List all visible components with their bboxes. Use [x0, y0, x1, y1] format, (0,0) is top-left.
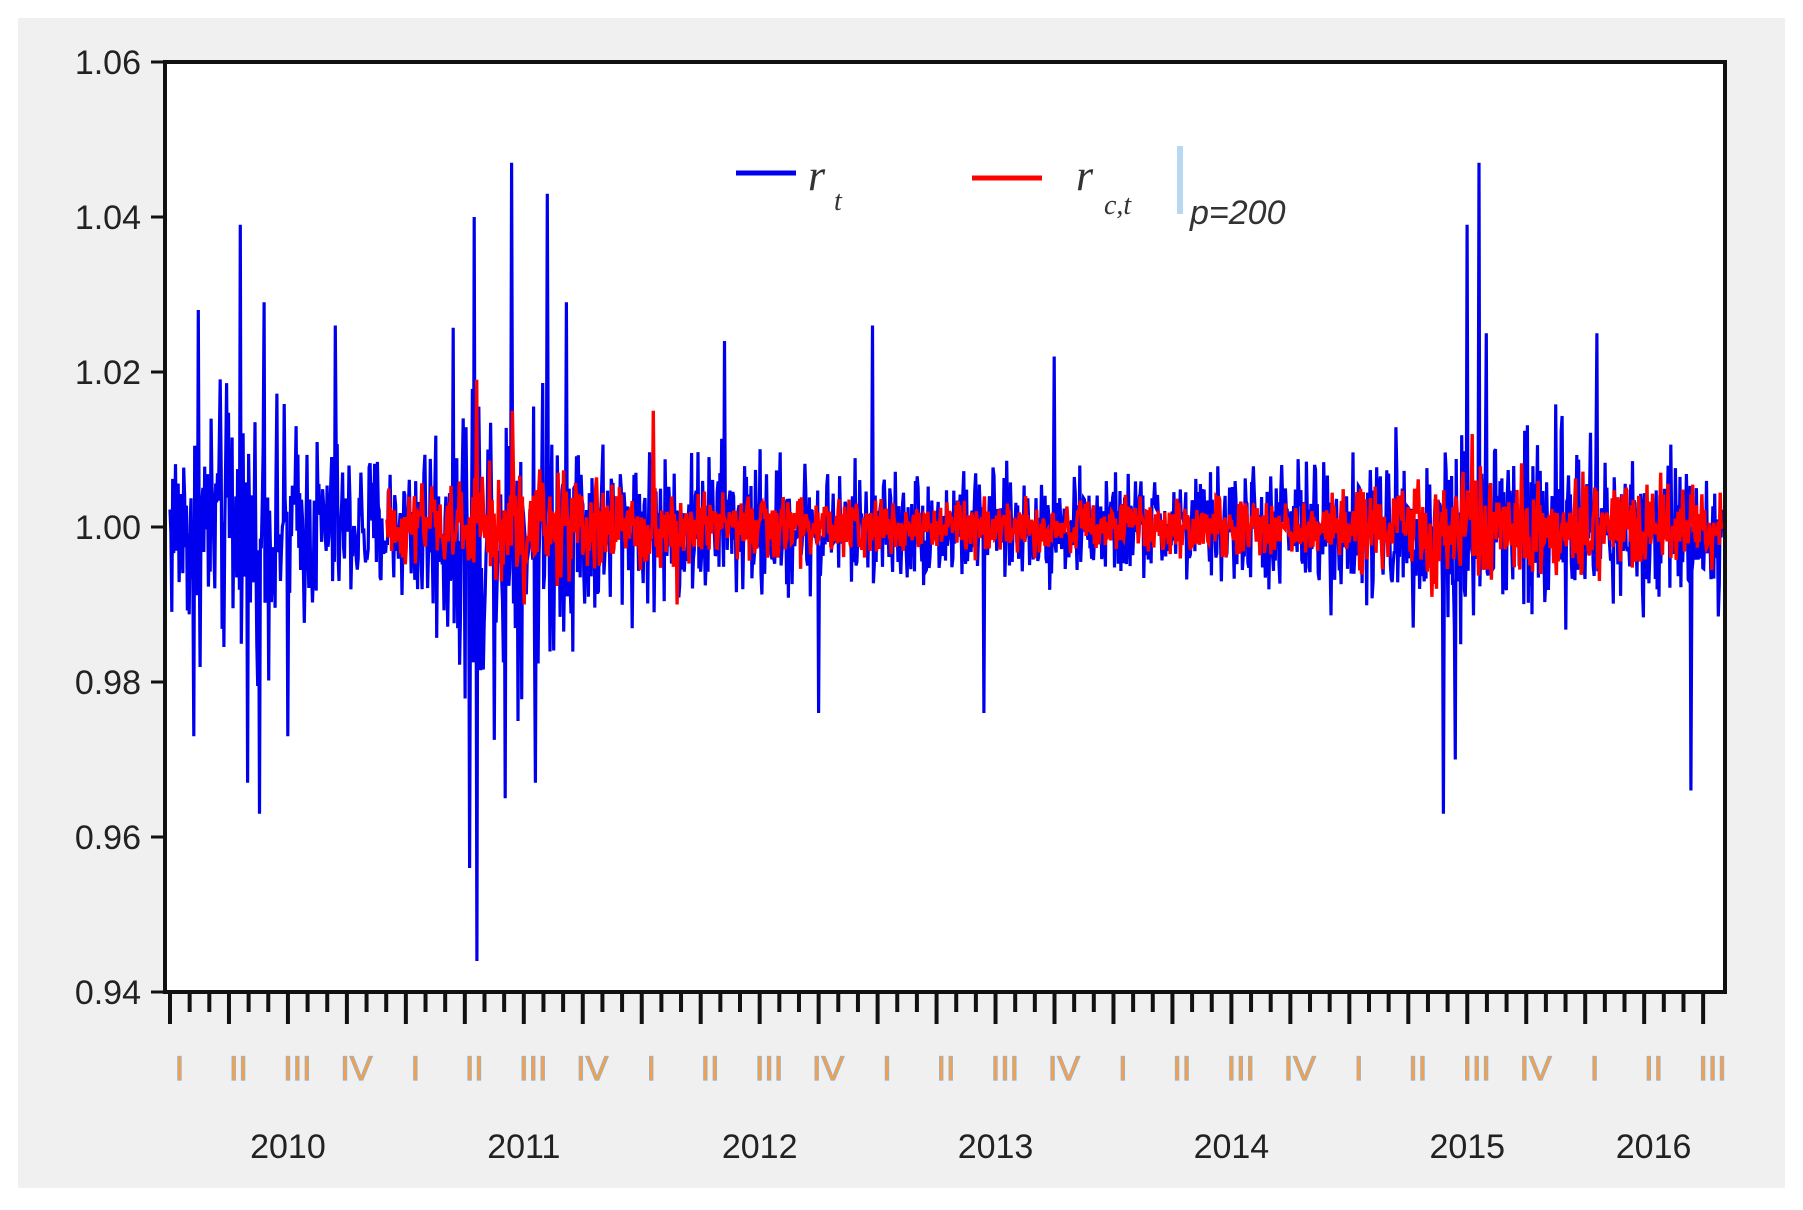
x-quarter-label: II	[1172, 1050, 1191, 1088]
legend-sub-ct: c,t	[1104, 190, 1132, 221]
legend-label-r-t: r	[808, 151, 826, 200]
x-quarter-label: IV	[1520, 1050, 1552, 1088]
x-year-label: 2014	[1194, 1128, 1270, 1166]
x-quarter-label: I	[1354, 1050, 1363, 1088]
legend-label-r-ct: r	[1076, 151, 1094, 200]
x-quarter-label: II	[465, 1050, 484, 1088]
x-quarter-label: I	[882, 1050, 891, 1088]
x-quarter-label: II	[1408, 1050, 1427, 1088]
x-quarter-label: IV	[1284, 1050, 1316, 1088]
y-tick-label: 1.00	[75, 509, 141, 547]
x-quarter-label: III	[1463, 1050, 1491, 1088]
x-quarter-label: II	[229, 1050, 248, 1088]
y-tick-label: 0.94	[75, 974, 141, 1012]
x-year-label: 2010	[250, 1128, 326, 1166]
x-quarter-label: III	[283, 1050, 311, 1088]
x-quarter-label: III	[755, 1050, 783, 1088]
series-layer	[168, 162, 1724, 962]
y-tick-label: 1.06	[75, 44, 141, 82]
x-quarter-label: I	[1118, 1050, 1127, 1088]
x-quarter-label: III	[1698, 1050, 1726, 1088]
x-quarter-label: II	[937, 1050, 956, 1088]
y-tick-label: 1.04	[75, 199, 141, 237]
x-year-label: 2011	[487, 1128, 560, 1166]
x-year-label: 2016	[1616, 1128, 1692, 1166]
x-quarter-label: III	[991, 1050, 1019, 1088]
x-quarter-label: IV	[1048, 1050, 1080, 1088]
x-quarter-label: III	[1227, 1050, 1255, 1088]
x-quarter-label: I	[646, 1050, 655, 1088]
x-quarter-label: IV	[812, 1050, 844, 1088]
x-quarter-label: II	[701, 1050, 720, 1088]
x-year-label: 2012	[722, 1128, 798, 1166]
y-axis: 0.94 0.96 0.98 1.00 1.02 1.04 1.06	[75, 44, 165, 1012]
x-quarter-label: II	[1644, 1050, 1663, 1088]
legend-sub-t: t	[834, 186, 843, 217]
y-tick-label: 1.02	[75, 354, 141, 392]
x-quarter-label: I	[175, 1050, 184, 1088]
x-year-label: 2013	[958, 1128, 1034, 1166]
x-year-label: 2015	[1429, 1128, 1505, 1166]
x-quarter-label: III	[519, 1050, 547, 1088]
x-quarter-label: I	[411, 1050, 420, 1088]
x-quarter-label: I	[1590, 1050, 1599, 1088]
legend-condition: p=200	[1189, 194, 1286, 232]
y-tick-label: 0.96	[75, 819, 141, 857]
series-line-r_ct	[385, 379, 1724, 605]
x-axis: I II III IV I II III IV I II III IV I II III IV I II III IV…	[168, 994, 1727, 1166]
x-quarter-label: IV	[340, 1050, 372, 1088]
y-tick-label: 0.98	[75, 664, 141, 702]
legend: r t r c,t p=200	[736, 146, 1286, 232]
x-quarter-label: IV	[576, 1050, 608, 1088]
